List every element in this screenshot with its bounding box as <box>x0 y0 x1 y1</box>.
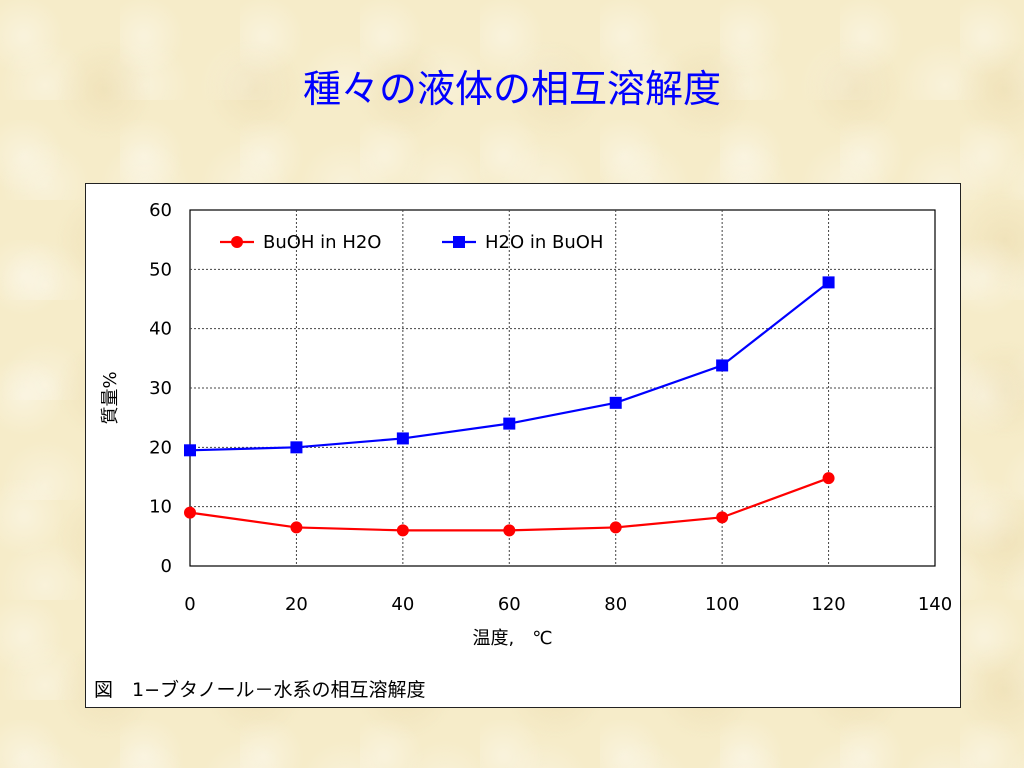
x-tick-label: 120 <box>811 594 845 615</box>
x-tick-label: 80 <box>604 594 627 615</box>
legend-label: BuOH in H2O <box>263 232 381 253</box>
data-point-circle <box>716 511 729 524</box>
mutual-solubility-chart: 0 10 20 30 40 50 60 0 20 40 60 80 100 120 140 質量% 温度,… <box>100 200 952 649</box>
y-tick-label: 10 <box>149 497 172 518</box>
x-tick-label: 100 <box>705 594 739 615</box>
x-tick-label: 40 <box>391 594 414 615</box>
y-tick-label: 50 <box>149 259 172 280</box>
data-point-square <box>609 396 622 409</box>
data-point-square <box>396 432 409 445</box>
data-point-circle <box>290 521 303 534</box>
x-axis-label: 温度, ℃ <box>473 628 553 649</box>
legend-label: H2O in BuOH <box>485 232 603 253</box>
data-point-circle <box>609 521 622 534</box>
y-tick-label: 30 <box>149 378 172 399</box>
y-tick-label: 0 <box>161 556 172 577</box>
y-axis-label: 質量% <box>100 371 121 424</box>
x-tick-labels: 0 20 40 60 80 100 120 140 <box>184 594 952 615</box>
x-tick-label: 0 <box>184 594 195 615</box>
data-point-circle <box>184 506 196 519</box>
grid-lines <box>189 209 936 567</box>
y-tick-label: 60 <box>149 200 172 221</box>
slide-title: 種々の液体の相互溶解度 <box>302 67 721 111</box>
data-point-square <box>822 276 835 289</box>
data-point-square <box>290 441 303 454</box>
legend-marker-circle <box>231 236 243 248</box>
data-point-circle <box>503 524 516 537</box>
x-tick-label: 60 <box>498 594 521 615</box>
y-tick-label: 40 <box>149 319 172 340</box>
y-tick-label: 20 <box>149 437 172 458</box>
y-tick-labels: 0 10 20 30 40 50 60 <box>149 200 172 577</box>
figure-caption: 図 1−ブタノール－水系の相互溶解度 <box>94 679 426 701</box>
chart-panel: 0 10 20 30 40 50 60 0 20 40 60 80 100 120 140 質量% 温度,… <box>85 183 961 708</box>
legend: BuOH in H2O H2O in BuOH <box>220 232 603 253</box>
x-tick-label: 20 <box>285 594 308 615</box>
data-series <box>184 276 835 537</box>
data-point-square <box>184 444 196 457</box>
data-point-circle <box>822 472 835 485</box>
legend-marker-square <box>453 236 465 248</box>
data-point-square <box>716 359 729 372</box>
data-point-square <box>503 417 516 430</box>
x-tick-label: 140 <box>918 594 952 615</box>
data-point-circle <box>396 524 409 537</box>
